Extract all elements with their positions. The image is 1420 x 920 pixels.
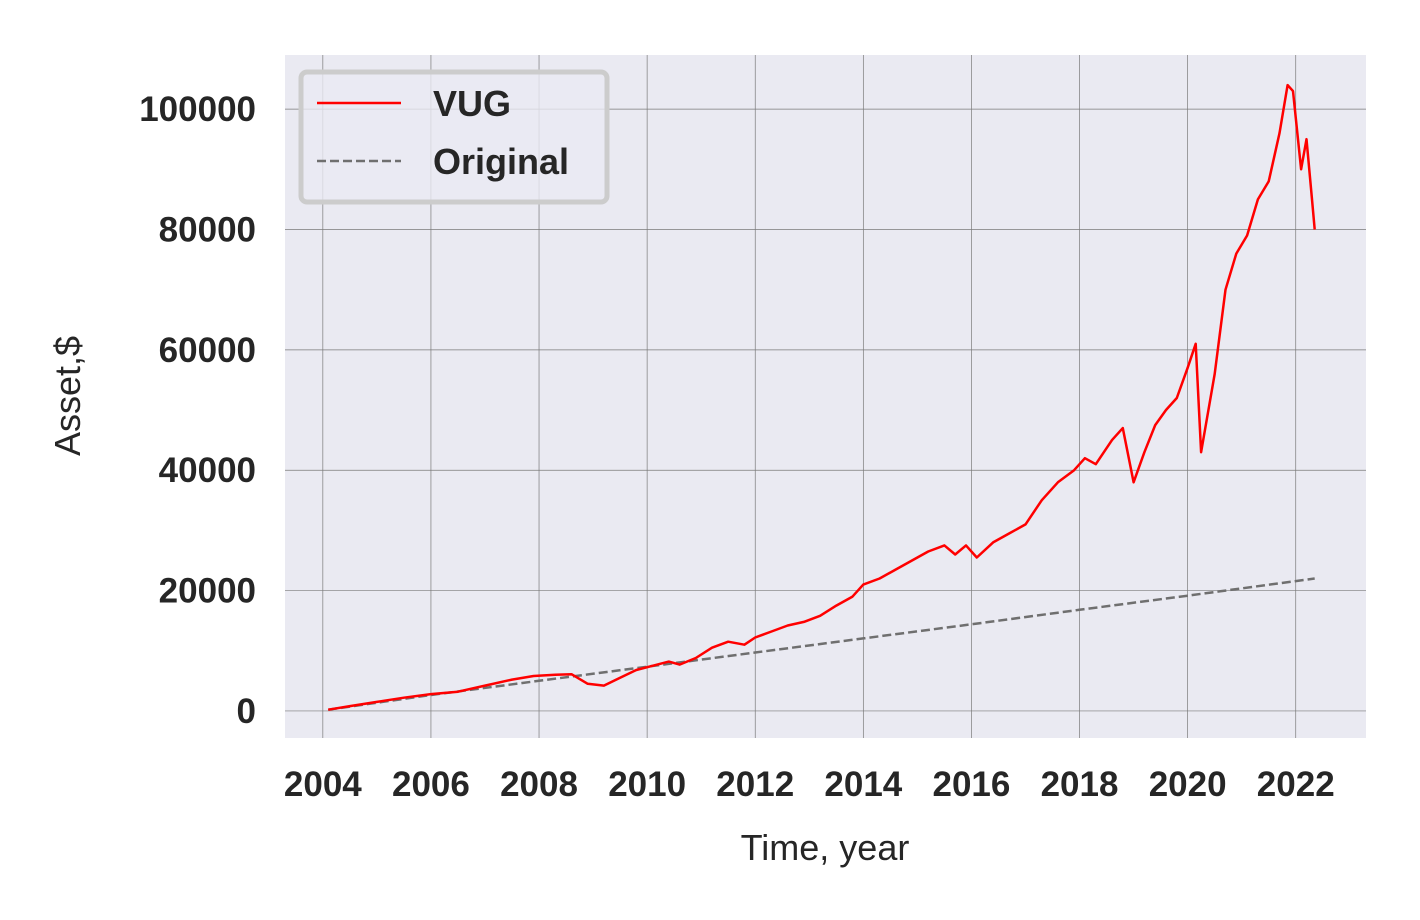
y-tick-label: 40000 bbox=[159, 451, 256, 490]
x-tick-label: 2014 bbox=[824, 765, 902, 804]
x-tick-label: 2012 bbox=[716, 765, 794, 804]
x-tick-label: 2020 bbox=[1149, 765, 1227, 804]
legend-box bbox=[298, 69, 610, 205]
legend-label-original: Original bbox=[433, 141, 569, 182]
y-axis-label: Asset,$ bbox=[47, 336, 88, 456]
y-tick-label: 60000 bbox=[159, 331, 256, 370]
x-tick-label: 2004 bbox=[284, 765, 362, 804]
y-tick-label: 100000 bbox=[139, 90, 256, 129]
x-tick-label: 2018 bbox=[1041, 765, 1119, 804]
legend: VUG Original bbox=[298, 69, 610, 205]
x-tick-label: 2010 bbox=[608, 765, 686, 804]
y-tick-label: 20000 bbox=[159, 572, 256, 611]
x-tick-label: 2016 bbox=[932, 765, 1010, 804]
x-tick-label: 2022 bbox=[1257, 765, 1335, 804]
y-tick-label: 80000 bbox=[159, 211, 256, 250]
series-layer bbox=[327, 83, 1316, 711]
series-line-original bbox=[328, 577, 1315, 711]
ticks: 2004 2006 2008 2010 2012 2014 2016 2018 2020 2022… bbox=[139, 90, 1334, 804]
series-line-vug bbox=[327, 83, 1316, 711]
y-tick-label: 0 bbox=[237, 692, 256, 731]
legend-label-vug: VUG bbox=[433, 83, 511, 124]
grid bbox=[285, 55, 1366, 738]
x-tick-label: 2006 bbox=[392, 765, 470, 804]
x-axis-label: Time, year bbox=[741, 827, 910, 868]
x-tick-label: 2008 bbox=[500, 765, 578, 804]
